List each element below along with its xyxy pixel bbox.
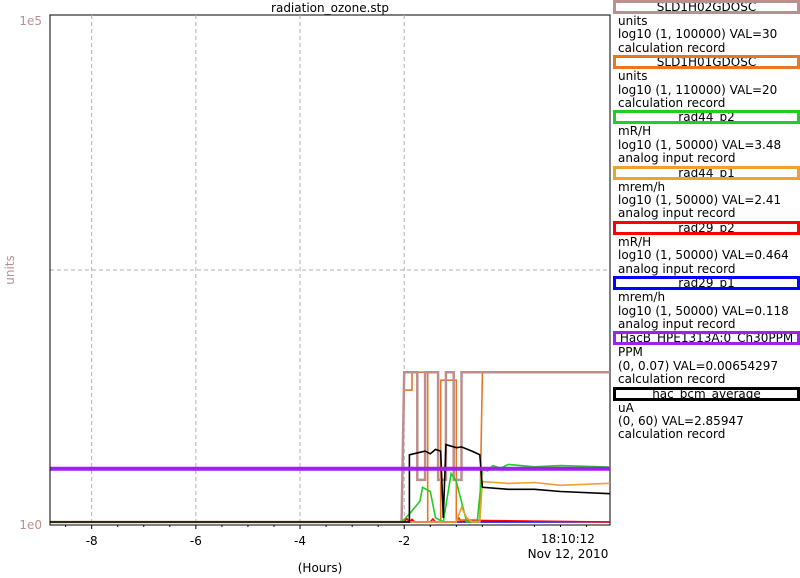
x-tick-label: -2 (398, 534, 410, 548)
chart-title: radiation_ozone.stp (271, 1, 389, 15)
legend-series-name-box[interactable]: rad44_p2 (613, 110, 800, 125)
x-tick-label: -8 (86, 534, 98, 548)
y-axis-top-label: 1e5 (19, 14, 42, 28)
legend-series-name-box[interactable]: HacB_HPE1313A:0_Ch30PPM (613, 331, 800, 346)
legend-range: (0, 60) VAL=2.85947 (618, 413, 744, 428)
legend: SLD1H02GDOSC units log10 (1, 100000) VAL… (613, 0, 800, 442)
legend-range: log10 (1, 50000) VAL=0.464 (618, 248, 789, 263)
legend-range: log10 (1, 50000) VAL=2.41 (618, 193, 782, 208)
legend-entry-rad44-p2[interactable]: rad44_p2 mR/H log10 (1, 50000) VAL=3.48 … (613, 110, 800, 165)
legend-range: log10 (1, 50000) VAL=3.48 (618, 137, 782, 152)
legend-unit: mrem/h (618, 179, 666, 194)
axes: -8 -6 -4 -2 (49, 15, 610, 548)
legend-entry-hac-bcm-average[interactable]: hac_bcm_average uA (0, 60) VAL=2.85947 c… (613, 386, 800, 442)
legend-unit: mR/H (618, 124, 652, 139)
legend-range: log10 (1, 100000) VAL=30 (618, 27, 778, 42)
legend-record-type: calculation record (618, 427, 726, 442)
legend-record-type: calculation record (618, 372, 726, 387)
legend-range: (0, 0.07) VAL=0.00654297 (618, 358, 779, 373)
legend-series-name-box[interactable]: hac_bcm_average (613, 386, 800, 401)
legend-record-type: analog input record (618, 316, 736, 331)
series-line-rad44-p1 (50, 480, 611, 523)
series-lines (50, 370, 611, 524)
timestamp-time: 18:10:12 (541, 532, 595, 546)
legend-series-name-box[interactable]: SLD1H01GDOSC (613, 55, 800, 70)
y-axis-label: units (3, 255, 17, 285)
legend-range: log10 (1, 110000) VAL=20 (618, 82, 778, 97)
legend-series-name-box[interactable]: rad44_p1 (613, 165, 800, 180)
legend-entry-rad29-p1[interactable]: rad29_p1 mrem/h log10 (1, 50000) VAL=0.1… (613, 276, 800, 331)
legend-series-name-box[interactable]: SLD1H02GDOSC (613, 0, 800, 14)
timestamp-date: Nov 12, 2010 (528, 547, 609, 561)
x-axis-label: (Hours) (298, 561, 343, 575)
legend-range: log10 (1, 50000) VAL=0.118 (618, 303, 789, 318)
grid-lines (50, 15, 610, 525)
series-line-hac-bcm-average (50, 443, 611, 523)
legend-record-type: calculation record (618, 96, 726, 111)
legend-record-type: analog input record (618, 206, 736, 221)
legend-unit: units (618, 69, 648, 84)
legend-record-type: analog input record (618, 151, 736, 166)
legend-entry-rad29-p2[interactable]: rad29_p2 mR/H log10 (1, 50000) VAL=0.464… (613, 220, 800, 276)
legend-record-type: calculation record (618, 40, 726, 55)
legend-unit: PPM (618, 345, 643, 360)
series-line-rad44-p2 (50, 463, 611, 524)
legend-unit: units (618, 14, 648, 28)
legend-record-type: analog input record (618, 261, 736, 276)
legend-entry-sld1h02gdosc[interactable]: SLD1H02GDOSC units log10 (1, 100000) VAL… (613, 0, 800, 55)
y-axis-bottom-label: 1e0 (19, 518, 42, 532)
legend-unit: mrem/h (618, 290, 666, 305)
legend-series-name-box[interactable]: rad29_p1 (613, 276, 800, 291)
legend-series-name-box[interactable]: rad29_p2 (613, 220, 800, 235)
series-line-rad29-p2 (50, 516, 611, 524)
x-tick-label: -6 (190, 534, 202, 548)
series-line-sld1h02gdosc (50, 370, 610, 524)
legend-unit: uA (618, 400, 634, 415)
legend-entry-sld1h01gdosc[interactable]: SLD1H01GDOSC units log10 (1, 110000) VAL… (613, 55, 800, 110)
legend-entry-rad44-p1[interactable]: rad44_p1 mrem/h log10 (1, 50000) VAL=2.4… (613, 165, 800, 221)
legend-unit: mR/H (618, 234, 652, 249)
x-tick-label: -4 (294, 534, 306, 548)
legend-entry-hacb-hpe1313a[interactable]: HacB_HPE1313A:0_Ch30PPM PPM (0, 0.07) VA… (613, 331, 800, 386)
